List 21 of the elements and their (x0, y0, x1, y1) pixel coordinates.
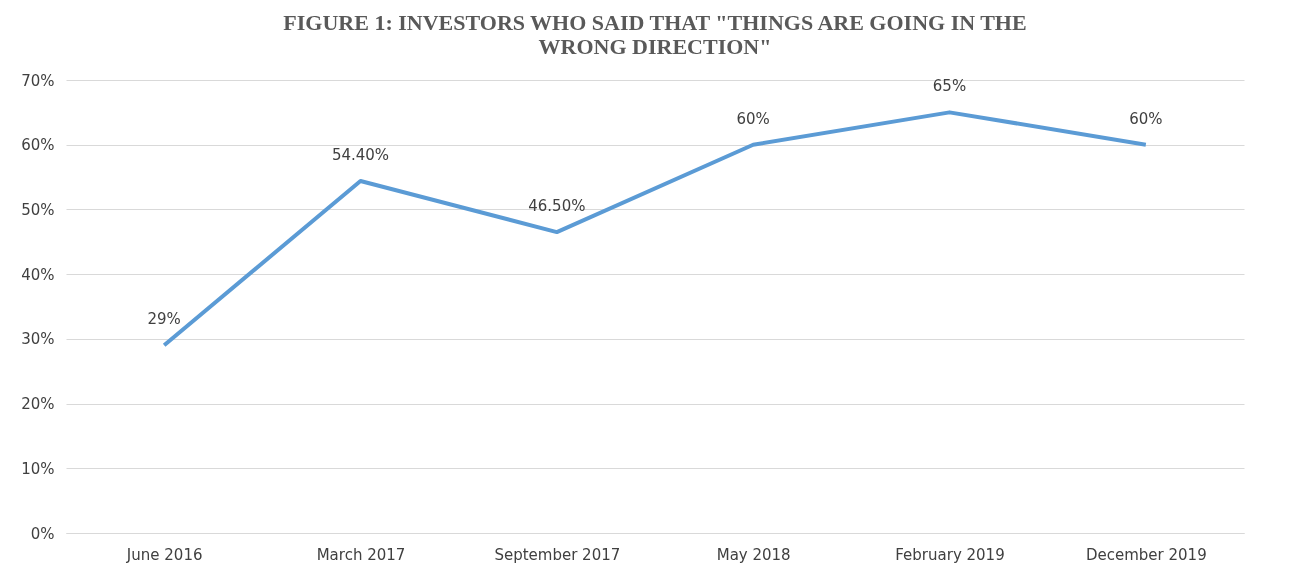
data-label: 65% (932, 77, 967, 96)
y-tick-label: 50% (21, 200, 55, 219)
y-tick-label: 10% (21, 459, 55, 478)
y-tick-label: 20% (21, 395, 55, 414)
data-label: 46.50% (528, 197, 586, 216)
x-tick-label: February 2019 (895, 545, 1005, 564)
y-tick-label: 70% (21, 71, 55, 90)
data-label: 29% (147, 310, 181, 329)
data-label: 60% (1129, 109, 1163, 128)
chart-title: FIGURE 1: INVESTORS WHO SAID THAT "THINGS ARE GOING IN THE WRONG DIRECTION" (283, 10, 1027, 59)
y-tick-label: 30% (21, 330, 55, 349)
y-tick-label: 60% (21, 136, 55, 155)
y-tick-label: 40% (21, 265, 55, 284)
data-label: 60% (736, 109, 770, 128)
x-tick-label: June 2016 (125, 545, 203, 564)
x-tick-label: December 2019 (1085, 545, 1207, 564)
x-tick-label: March 2017 (316, 545, 406, 564)
y-tick-label: 0% (30, 524, 55, 543)
data-label: 54.40% (331, 145, 390, 164)
x-tick-label: September 2017 (494, 545, 621, 564)
x-tick-label: May 2018 (716, 545, 791, 564)
